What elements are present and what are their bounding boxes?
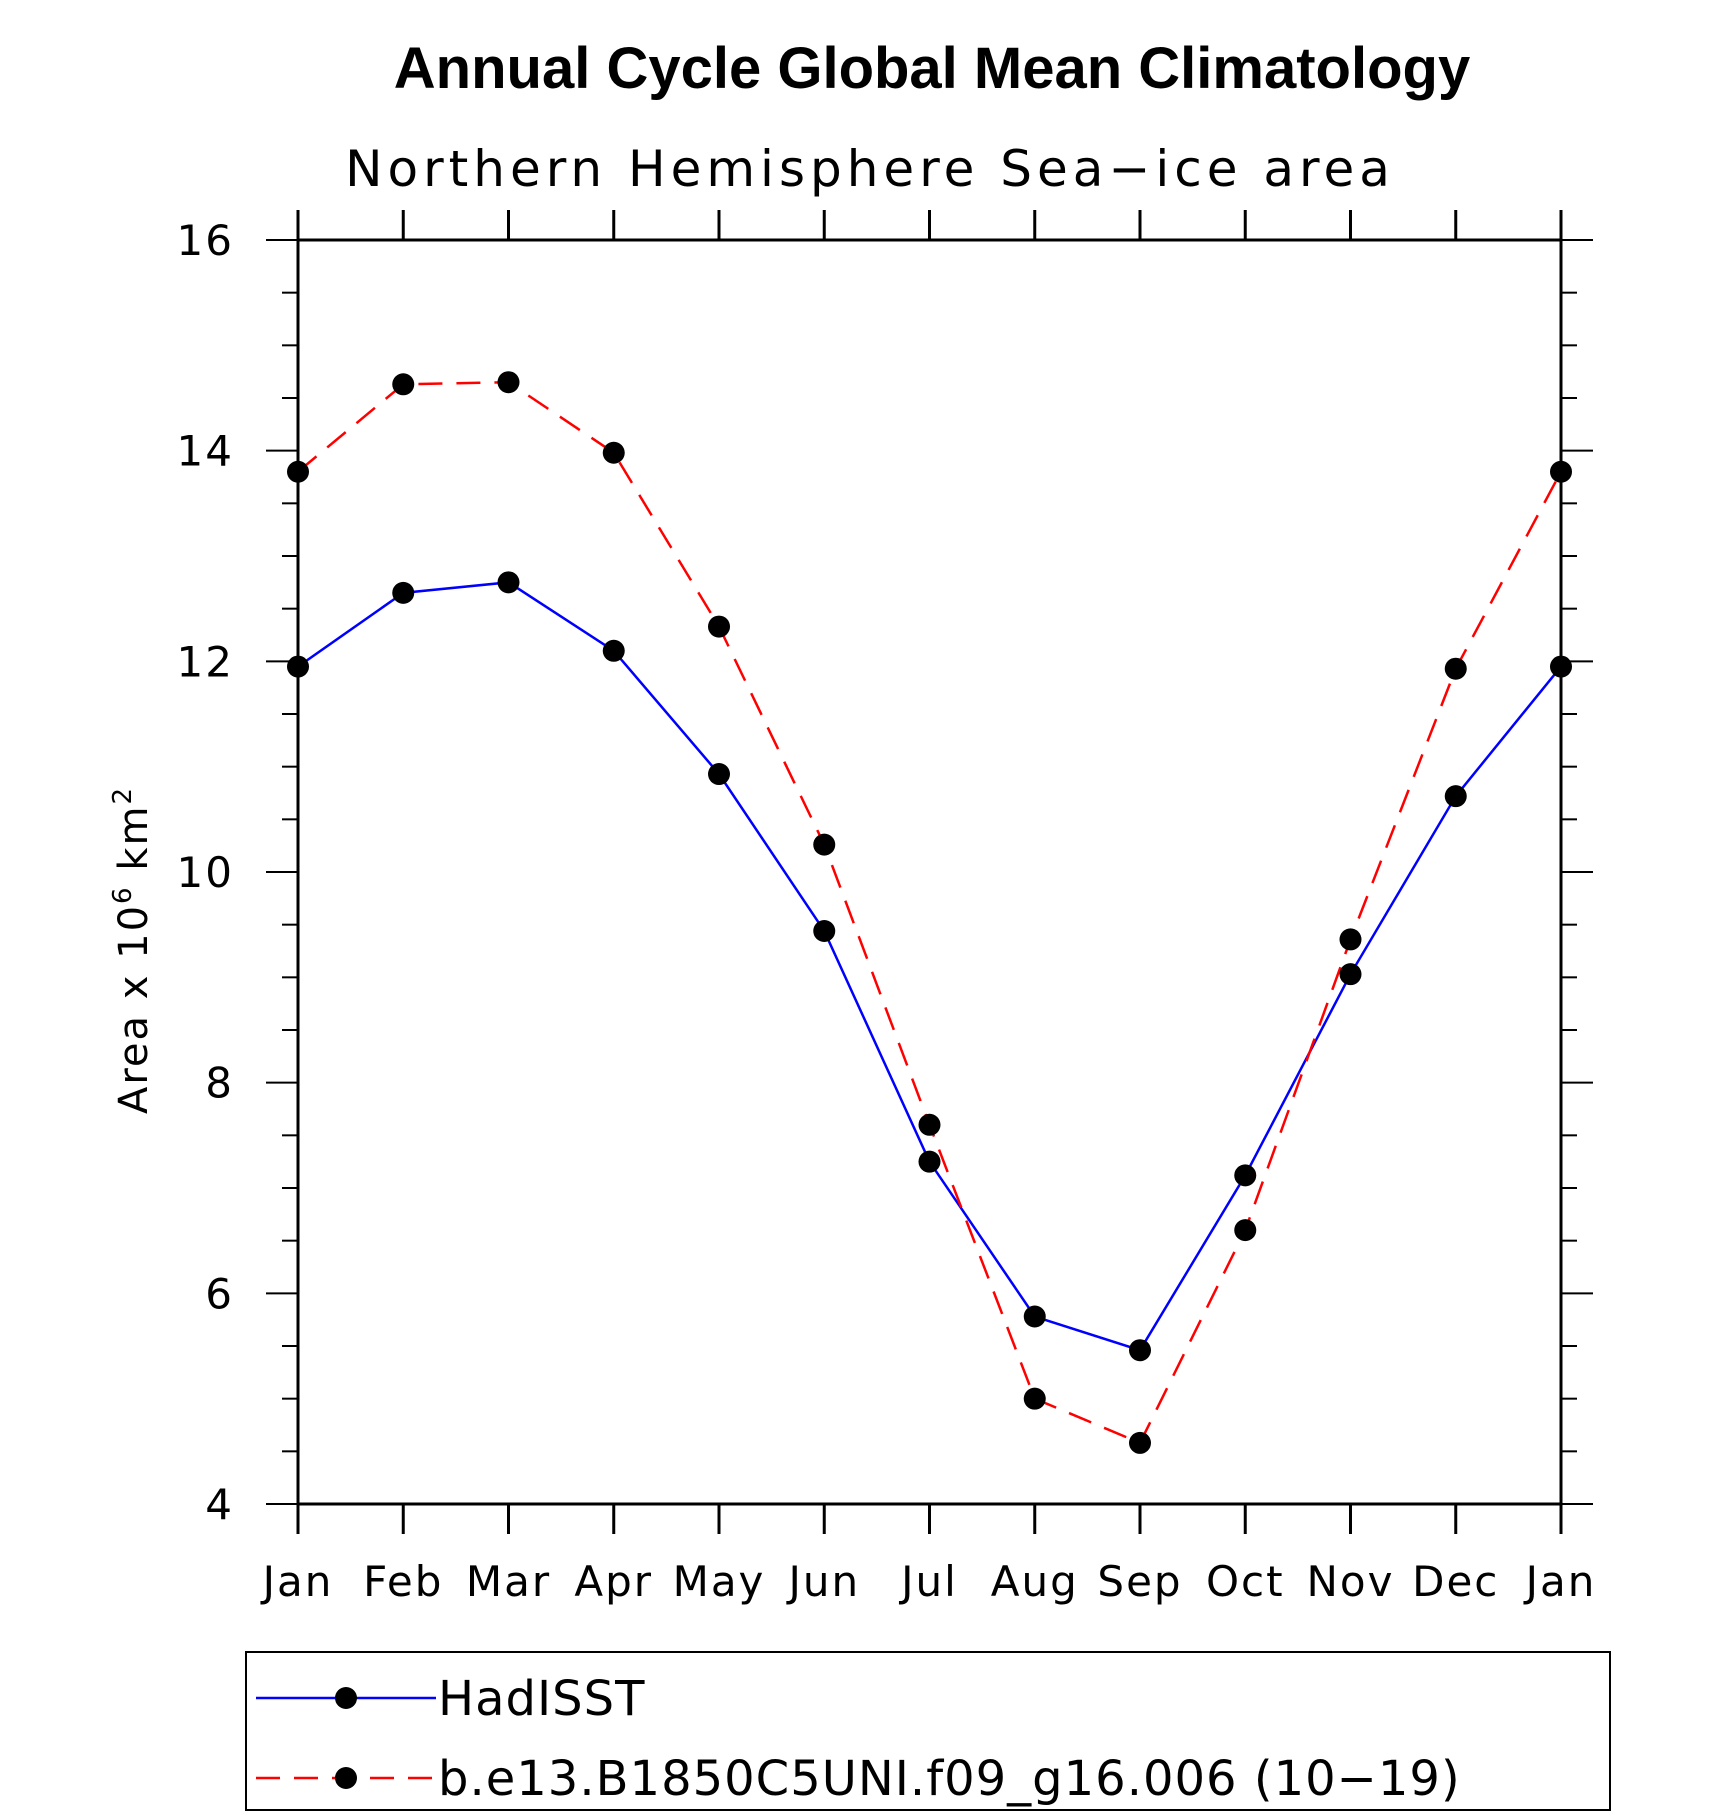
data-point-1 xyxy=(1339,928,1362,951)
data-point-1 xyxy=(813,833,836,856)
legend-box xyxy=(245,1651,1611,1811)
legend-marker-0 xyxy=(335,1687,357,1709)
x-tick-label: Jun xyxy=(785,1557,860,1606)
x-tick-label: Aug xyxy=(991,1557,1079,1606)
data-point-1 xyxy=(392,373,415,396)
x-tick-label: Jan xyxy=(1523,1557,1597,1606)
data-point-0 xyxy=(708,763,730,786)
x-tick-label: Apr xyxy=(574,1557,653,1606)
legend-label-1: b.e13.B1850C5UNI.f09_g16.006 (10−19) xyxy=(438,1751,1461,1807)
data-point-0 xyxy=(1023,1305,1046,1328)
data-point-1 xyxy=(1234,1219,1257,1242)
series-markers xyxy=(287,371,1572,1454)
data-point-1 xyxy=(1550,460,1572,483)
legend-label-0: HadISST xyxy=(438,1671,645,1727)
data-point-1 xyxy=(1023,1387,1046,1410)
x-tick-label: Mar xyxy=(466,1557,551,1606)
legend: HadISST b.e13.B1850C5UNI.f09_g16.006 (10−… xyxy=(256,1671,1461,1807)
axis-ticks xyxy=(266,210,1593,1534)
chart-subtitle: Northern Hemisphere Sea−ice area xyxy=(345,140,1395,198)
data-point-0 xyxy=(602,639,625,662)
y-axis-label-main: Area x 10 xyxy=(111,904,157,1114)
x-tick-label: May xyxy=(673,1557,766,1606)
legend-marker-1 xyxy=(335,1767,357,1789)
plot-frame xyxy=(296,238,1563,1506)
y-tick-label: 14 xyxy=(177,427,234,476)
y-axis-label-exp1: 6 xyxy=(108,885,138,904)
x-tick-label: Sep xyxy=(1097,1557,1182,1606)
x-tick-labels: Jan Feb Mar Apr May Jun Jul Aug Sep Oct Nov Dec Jan xyxy=(260,1557,1597,1606)
data-point-1 xyxy=(287,460,309,483)
y-tick-labels: 4 6 8 10 12 14 16 xyxy=(177,216,234,1529)
y-tick-label: 8 xyxy=(205,1059,234,1108)
y-tick-label: 4 xyxy=(205,1480,234,1529)
x-tick-label: Nov xyxy=(1307,1557,1395,1606)
data-point-1 xyxy=(602,441,625,464)
svg-text:Area x 106 km2: Area x 106 km2 xyxy=(108,786,157,1114)
data-point-1 xyxy=(918,1113,941,1136)
x-tick-label: Dec xyxy=(1412,1557,1499,1606)
chart-title: Annual Cycle Global Mean Climatology xyxy=(394,36,1470,101)
data-point-0 xyxy=(497,571,520,594)
data-point-0 xyxy=(1129,1339,1151,1362)
y-tick-label: 6 xyxy=(205,1269,234,1318)
data-point-1 xyxy=(1444,657,1467,680)
data-point-0 xyxy=(813,919,836,942)
data-point-1 xyxy=(1129,1431,1151,1454)
data-point-0 xyxy=(392,581,415,604)
data-point-0 xyxy=(287,655,309,678)
y-axis-label: Area x 106 km2 xyxy=(108,786,157,1114)
x-tick-label: Oct xyxy=(1206,1557,1285,1606)
x-tick-label: Feb xyxy=(363,1557,443,1606)
y-tick-label: 16 xyxy=(177,216,234,265)
data-point-0 xyxy=(1550,655,1572,678)
series-line-0 xyxy=(297,581,1562,1352)
series-line-1 xyxy=(297,380,1563,1445)
y-tick-label: 10 xyxy=(177,848,234,897)
data-point-1 xyxy=(497,371,520,394)
y-axis-label-exp2: 2 xyxy=(108,786,138,805)
data-point-0 xyxy=(1444,785,1467,808)
data-point-0 xyxy=(1234,1164,1257,1187)
series-lines xyxy=(297,380,1563,1445)
data-point-0 xyxy=(918,1150,941,1173)
x-tick-label: Jul xyxy=(898,1557,958,1606)
x-tick-label: Jan xyxy=(260,1557,334,1606)
y-axis-label-unit: km xyxy=(111,805,157,886)
y-tick-label: 12 xyxy=(177,637,234,686)
data-point-1 xyxy=(708,615,730,638)
data-point-0 xyxy=(1339,963,1362,986)
